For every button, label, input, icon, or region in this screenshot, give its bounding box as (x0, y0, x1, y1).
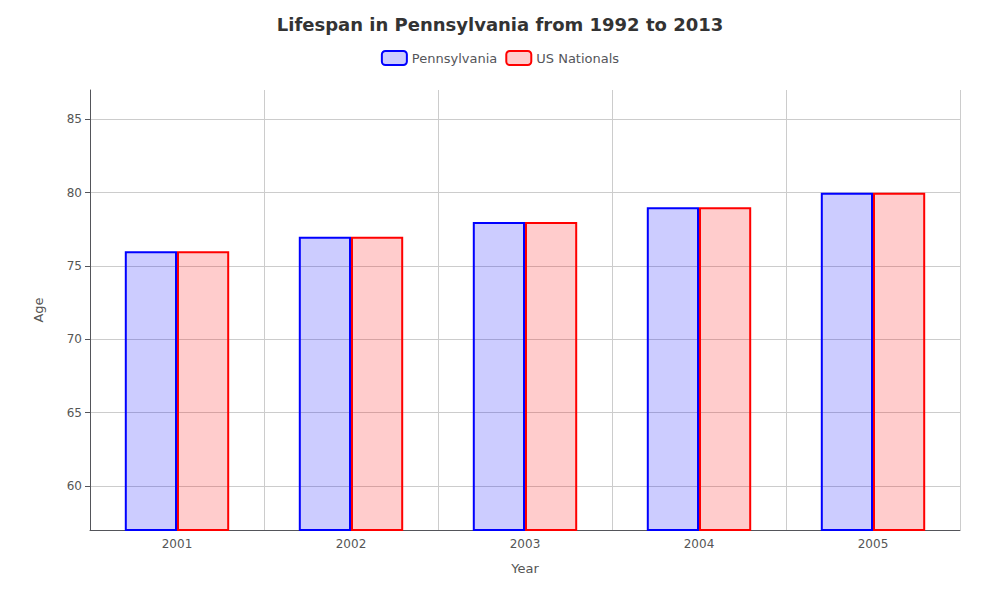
svg-text:60: 60 (67, 479, 82, 493)
svg-text:80: 80 (67, 186, 82, 200)
svg-text:2004: 2004 (684, 537, 715, 551)
svg-text:2002: 2002 (336, 537, 367, 551)
svg-text:70: 70 (67, 332, 82, 346)
svg-text:Year: Year (510, 561, 539, 576)
svg-text:Pennsylvania: Pennsylvania (412, 51, 497, 66)
svg-text:75: 75 (67, 259, 82, 273)
svg-text:85: 85 (67, 112, 82, 126)
svg-text:2005: 2005 (858, 537, 889, 551)
svg-text:Age: Age (31, 297, 46, 322)
svg-text:Lifespan in Pennsylvania from: Lifespan in Pennsylvania from 1992 to 20… (277, 14, 723, 35)
svg-text:65: 65 (67, 406, 82, 420)
svg-text:US Nationals: US Nationals (536, 51, 619, 66)
svg-text:2001: 2001 (162, 537, 193, 551)
svg-text:2003: 2003 (510, 537, 541, 551)
